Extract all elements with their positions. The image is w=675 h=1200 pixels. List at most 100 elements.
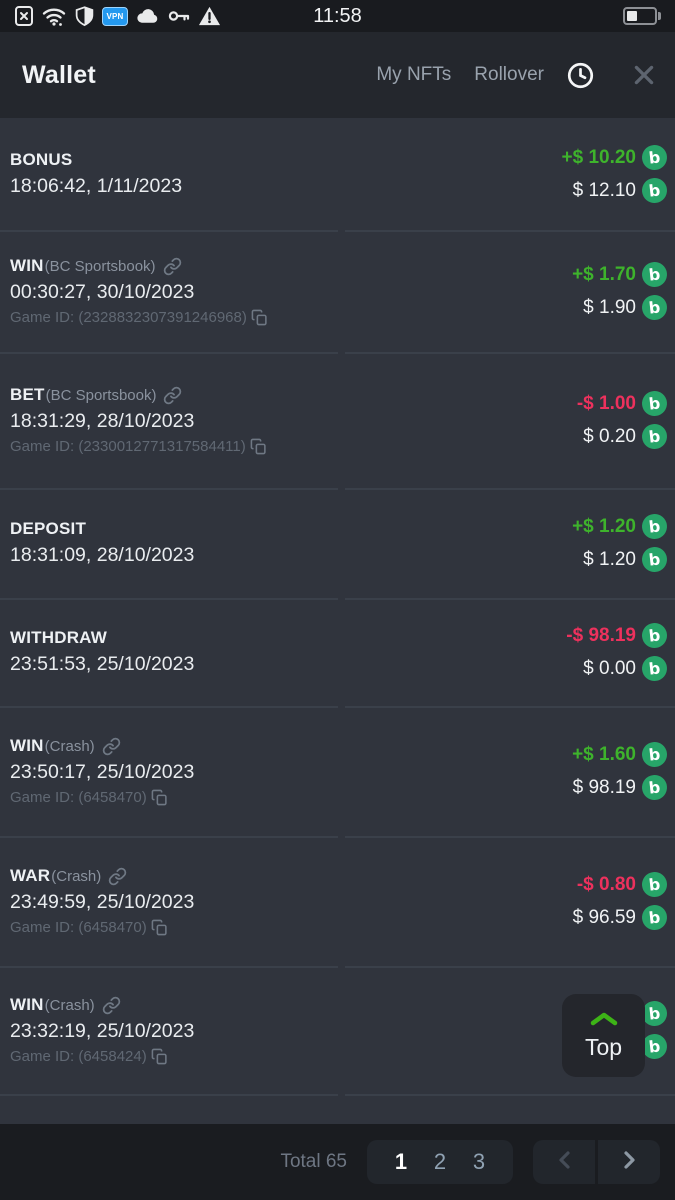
- previous-page-button[interactable]: [533, 1140, 595, 1184]
- link-icon[interactable]: [163, 386, 182, 405]
- transaction-row: WIN (Crash) 23:50:17, 25/10/2023 Game ID…: [0, 706, 675, 836]
- rollover-link[interactable]: Rollover: [474, 64, 544, 85]
- transaction-type: WITHDRAW: [10, 628, 107, 647]
- page-button-1[interactable]: 1: [394, 1149, 408, 1174]
- transaction-source: (BC Sportsbook): [45, 386, 157, 404]
- transaction-amount: +$ 10.20: [561, 146, 637, 168]
- link-icon[interactable]: [163, 257, 182, 276]
- total-count-label: Total 65: [280, 1151, 347, 1172]
- transaction-type: BET: [10, 385, 45, 404]
- transaction-type: WIN: [10, 256, 44, 275]
- transaction-balance: $ 12.10: [572, 179, 636, 201]
- transaction-row: WIN (BC Sportsbook) 00:30:27, 30/10/2023…: [0, 230, 675, 352]
- scroll-to-top-label: Top: [584, 1033, 623, 1060]
- copy-icon[interactable]: [151, 1048, 168, 1065]
- status-time: 11:58: [313, 4, 362, 27]
- transaction-datetime: 23:51:53, 25/10/2023: [10, 653, 195, 675]
- transaction-balance: $ 98.19: [572, 776, 636, 798]
- transaction-game-id: Game ID: (6458424): [10, 1048, 147, 1065]
- transaction-row-partial: [0, 1094, 675, 1124]
- copy-icon[interactable]: [251, 309, 268, 326]
- bcd-coin-icon: b: [640, 260, 669, 289]
- transaction-datetime: 18:31:09, 28/10/2023: [10, 544, 195, 566]
- vpn-icon: VPN: [102, 6, 128, 26]
- transaction-amount: -$ 0.80: [576, 873, 636, 895]
- battery-icon: [623, 7, 661, 25]
- transaction-balance: $ 0.00: [583, 657, 636, 679]
- transaction-amount: -$ 1.00: [576, 392, 636, 414]
- transaction-balance: $ 0.20: [583, 425, 636, 447]
- bcd-coin-icon: b: [640, 903, 669, 932]
- transaction-datetime: 18:31:29, 28/10/2023: [10, 410, 195, 432]
- transaction-amount: +$ 1.70: [572, 263, 636, 285]
- transaction-balance: $ 96.59: [572, 906, 636, 928]
- transaction-amount: -$ 98.19: [566, 624, 636, 646]
- bcd-coin-icon: b: [640, 621, 669, 650]
- bcd-coin-icon: b: [640, 870, 669, 899]
- transaction-datetime: 23:49:59, 25/10/2023: [10, 891, 195, 913]
- bcd-coin-icon: b: [640, 176, 669, 205]
- transaction-balance: $ 1.90: [583, 296, 636, 318]
- link-icon[interactable]: [102, 996, 121, 1015]
- transaction-row: BET (BC Sportsbook) 18:31:29, 28/10/2023…: [0, 352, 675, 488]
- transaction-row: DEPOSIT 18:31:09, 28/10/2023 +$ 1.20 b $ …: [0, 488, 675, 598]
- chevron-right-icon: [622, 1150, 637, 1175]
- scroll-to-top-button[interactable]: Top: [562, 994, 645, 1077]
- link-icon[interactable]: [108, 867, 127, 886]
- transaction-game-id: Game ID: (2330012771317584411): [10, 438, 246, 455]
- transaction-amount: +$ 1.60: [572, 743, 636, 765]
- transaction-datetime: 23:50:17, 25/10/2023: [10, 761, 195, 783]
- bcd-coin-icon: b: [640, 545, 669, 574]
- bcd-coin-icon: b: [640, 654, 669, 683]
- bcd-coin-icon: b: [640, 293, 669, 322]
- page-button-3[interactable]: 3: [472, 1149, 486, 1174]
- transaction-type: WIN: [10, 736, 44, 755]
- transaction-balance: $ 1.20: [583, 548, 636, 570]
- bcd-coin-icon: b: [640, 512, 669, 541]
- status-icons: VPN: [14, 5, 221, 27]
- wifi-icon: [41, 5, 67, 27]
- bcd-coin-icon: b: [640, 389, 669, 418]
- bcd-coin-icon: b: [640, 740, 669, 769]
- transaction-row: BONUS 18:06:42, 1/11/2023 +$ 10.20 b $ 12…: [0, 118, 675, 230]
- close-icon[interactable]: [631, 62, 657, 88]
- transaction-source: (Crash): [51, 867, 102, 885]
- transaction-source: (Crash): [44, 737, 95, 755]
- key-icon: [167, 5, 191, 27]
- transaction-list: BONUS 18:06:42, 1/11/2023 +$ 10.20 b $ 12…: [0, 118, 675, 1124]
- sim-missing-icon: [14, 5, 34, 27]
- pagination-bar: Total 65 1 2 3: [0, 1124, 675, 1200]
- cloud-icon: [135, 5, 160, 27]
- link-icon[interactable]: [102, 737, 121, 756]
- page-list: 1 2 3: [367, 1140, 513, 1184]
- transaction-game-id: Game ID: (6458470): [10, 919, 147, 936]
- history-clock-icon[interactable]: [567, 62, 594, 89]
- transaction-datetime: 18:06:42, 1/11/2023: [10, 175, 183, 197]
- transaction-source: (BC Sportsbook): [44, 257, 156, 275]
- copy-icon[interactable]: [151, 789, 168, 806]
- transaction-row: WITHDRAW 23:51:53, 25/10/2023 -$ 98.19 b …: [0, 598, 675, 706]
- wallet-header: Wallet My NFTs Rollover: [0, 32, 675, 118]
- transaction-type: WAR: [10, 866, 51, 885]
- my-nfts-link[interactable]: My NFTs: [376, 64, 452, 85]
- status-bar: VPN 11:58: [0, 0, 675, 32]
- next-page-button[interactable]: [598, 1140, 660, 1184]
- chevron-up-icon: [589, 1011, 619, 1031]
- chevron-left-icon: [557, 1150, 572, 1175]
- transaction-game-id: Game ID: (6458470): [10, 789, 147, 806]
- warning-icon: [198, 5, 221, 27]
- bcd-coin-icon: b: [640, 143, 669, 172]
- copy-icon[interactable]: [151, 919, 168, 936]
- copy-icon[interactable]: [250, 438, 267, 455]
- transaction-type: BONUS: [10, 150, 73, 169]
- page-button-2[interactable]: 2: [433, 1149, 447, 1174]
- transaction-amount: +$ 1.20: [572, 515, 636, 537]
- page-title: Wallet: [22, 60, 96, 89]
- transaction-type: DEPOSIT: [10, 519, 87, 538]
- transaction-source: (Crash): [44, 996, 95, 1014]
- transaction-datetime: 23:32:19, 25/10/2023: [10, 1020, 195, 1042]
- shield-icon: [74, 5, 95, 27]
- bcd-coin-icon: b: [640, 773, 669, 802]
- transaction-game-id: Game ID: (2328832307391246968): [10, 309, 247, 326]
